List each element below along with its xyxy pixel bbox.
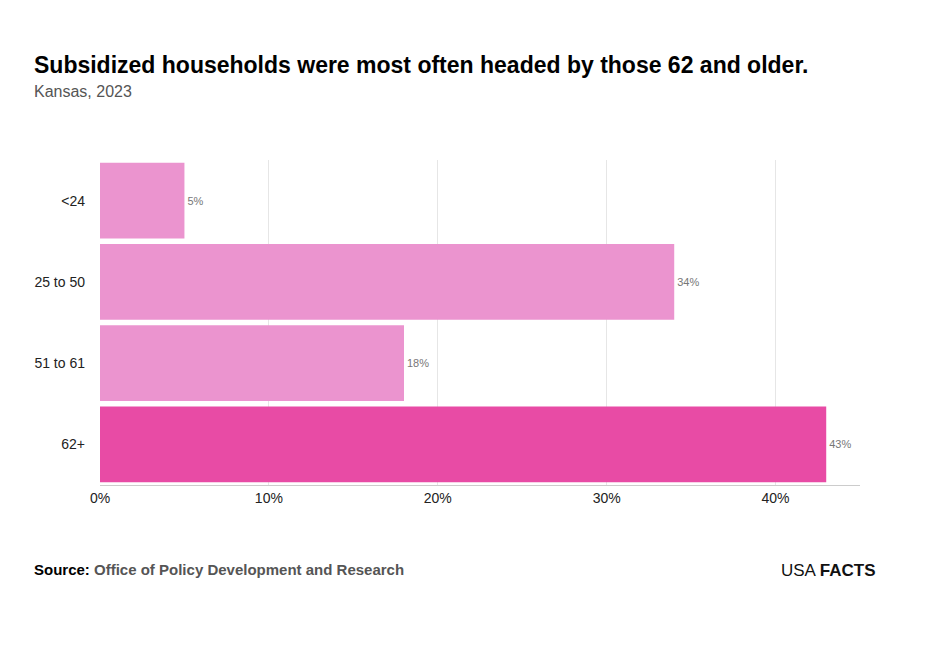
svg-text:20%: 20% [424, 490, 452, 506]
svg-text:40%: 40% [762, 490, 790, 506]
svg-text:Source: Office of Policy Devel: Source: Office of Policy Development and… [34, 561, 404, 578]
svg-text:Kansas, 2023: Kansas, 2023 [34, 83, 132, 100]
svg-text:5%: 5% [187, 195, 203, 207]
svg-text:18%: 18% [407, 357, 429, 369]
svg-text:51 to 61: 51 to 61 [34, 355, 85, 371]
svg-text:<24: <24 [61, 193, 85, 209]
svg-text:30%: 30% [593, 490, 621, 506]
svg-text:43%: 43% [829, 438, 851, 450]
svg-text:Subsidized households were mos: Subsidized households were most often he… [34, 52, 808, 78]
svg-text:25 to 50: 25 to 50 [34, 274, 85, 290]
svg-text:10%: 10% [255, 490, 283, 506]
svg-text:USA FACTS: USA FACTS [781, 561, 875, 580]
svg-text:0%: 0% [90, 490, 110, 506]
svg-text:34%: 34% [677, 276, 699, 288]
svg-text:62+: 62+ [61, 436, 85, 452]
